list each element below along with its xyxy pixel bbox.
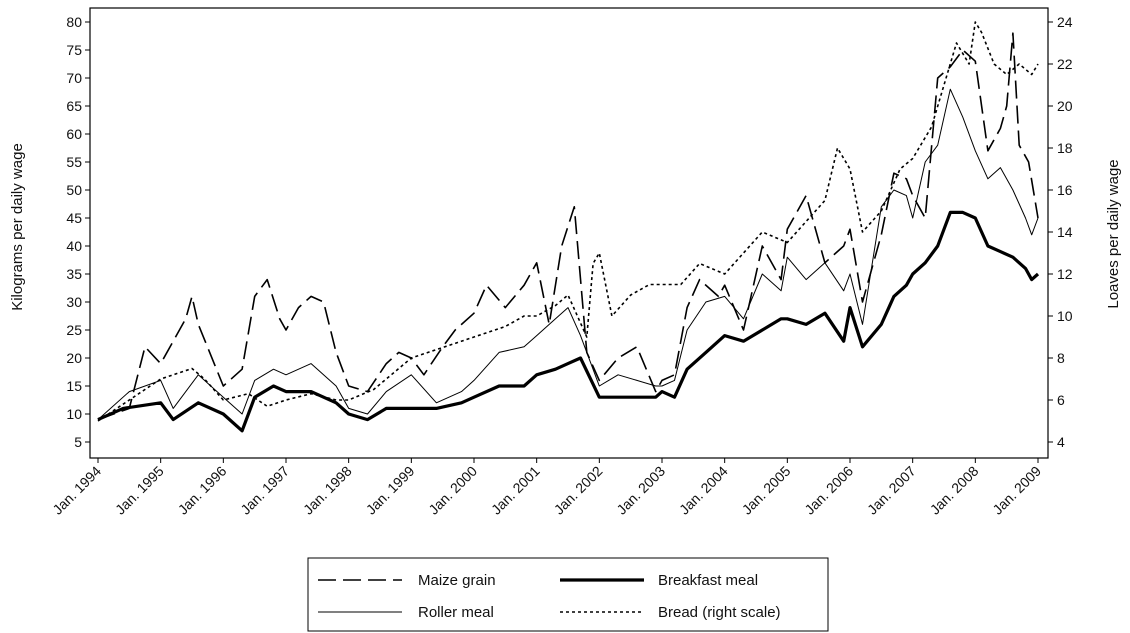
x-tick-label: Jan. 1997: [237, 463, 292, 518]
right-y-tick-label: 18: [1057, 140, 1073, 156]
left-y-tick-label: 75: [66, 42, 82, 58]
plot-frame: [89, 7, 1049, 459]
right-y-tick-label: 20: [1057, 98, 1073, 114]
x-tick-label: Jan. 2002: [551, 463, 606, 518]
right-y-tick-label: 12: [1057, 266, 1073, 282]
x-tick-label: Jan. 2007: [864, 463, 919, 518]
series-line-roller-meal: [97, 88, 1039, 420]
series-layer: [97, 21, 1040, 433]
left-y-tick-label: 55: [66, 154, 82, 170]
left-y-tick-label: 50: [66, 182, 82, 198]
legend-label-maize-grain: Maize grain: [418, 572, 496, 589]
legend-label-bread: Bread (right scale): [658, 604, 781, 621]
left-y-tick-label: 80: [66, 14, 82, 30]
right-y-tick-label: 8: [1057, 350, 1065, 366]
left-y-axis: 5 10 15 20 25 30 35 40 45 50 55 60 65 70 75 80: [66, 14, 90, 450]
right-y-tick-label: 14: [1057, 224, 1073, 240]
legend-box: [307, 557, 829, 632]
left-y-tick-label: 10: [66, 406, 82, 422]
right-y-axis: 4 6 8 10 12 14 16 18 20 22 24: [1048, 14, 1073, 450]
x-tick-label: Jan. 2003: [613, 463, 668, 518]
right-y-tick-label: 6: [1057, 392, 1065, 408]
left-y-tick-label: 40: [66, 238, 82, 254]
left-y-tick-label: 15: [66, 378, 82, 394]
x-tick-label: Jan. 2006: [801, 463, 856, 518]
right-y-tick-label: 24: [1057, 14, 1073, 30]
left-y-tick-label: 60: [66, 126, 82, 142]
right-y-tick-label: 10: [1057, 308, 1073, 324]
legend-label-breakfast-meal: Breakfast meal: [658, 572, 758, 589]
left-axis-title: Kilograms per daily wage: [9, 143, 26, 311]
left-y-tick-label: 25: [66, 322, 82, 338]
left-y-tick-label: 35: [66, 266, 82, 282]
x-tick-label: Jan. 1999: [363, 463, 418, 518]
x-axis: Jan. 1994 Jan. 1995 Jan. 1996 Jan. 1997 Jan.…: [49, 458, 1044, 518]
right-axis-title: Loaves per daily wage: [1105, 159, 1122, 308]
left-y-tick-label: 45: [66, 210, 82, 226]
left-y-tick-label: 70: [66, 70, 82, 86]
series-line-breakfast-meal: [97, 210, 1040, 433]
right-y-tick-label: 16: [1057, 182, 1073, 198]
series-line-bread-right-scale: [97, 21, 1039, 422]
x-tick-label: Jan. 1996: [175, 463, 230, 518]
legend-label-roller-meal: Roller meal: [418, 604, 494, 621]
x-tick-label: Jan. 2004: [676, 463, 731, 518]
x-tick-label: Jan. 1994: [49, 463, 104, 518]
right-y-tick-label: 4: [1057, 434, 1065, 450]
right-y-tick-label: 22: [1057, 56, 1073, 72]
left-y-tick-label: 65: [66, 98, 82, 114]
x-tick-label: Jan. 2008: [927, 463, 982, 518]
left-y-tick-label: 20: [66, 350, 82, 366]
series-line-maize-grain: [97, 32, 1039, 421]
left-y-tick-label: 5: [74, 434, 82, 450]
x-tick-label: Jan. 1995: [112, 463, 167, 518]
left-y-tick-label: 30: [66, 294, 82, 310]
x-tick-label: Jan. 2001: [488, 463, 543, 518]
x-tick-label: Jan. 2009: [989, 463, 1044, 518]
legend: Maize grain Breakfast meal Roller meal B…: [307, 557, 829, 632]
x-tick-label: Jan. 2005: [739, 463, 794, 518]
x-tick-label: Jan. 1998: [300, 463, 355, 518]
x-tick-label: Jan. 2000: [425, 463, 480, 518]
